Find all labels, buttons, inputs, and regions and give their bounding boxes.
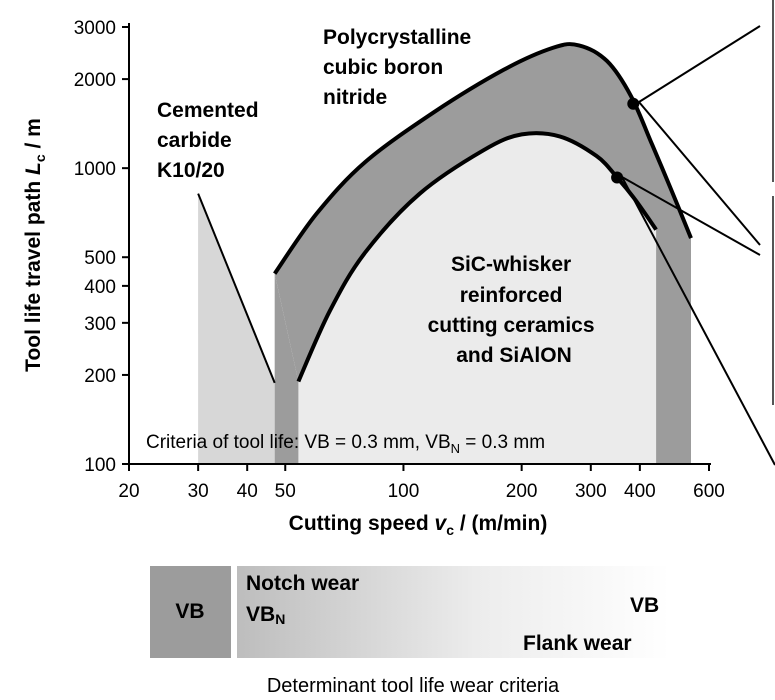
vb-block bbox=[150, 566, 231, 658]
x-tick-label: 300 bbox=[575, 481, 607, 502]
y-tick-label: 1000 bbox=[74, 159, 116, 180]
cemented-carbide-region bbox=[198, 193, 275, 464]
leader-lines bbox=[621, 25, 775, 466]
y-tick-label: 3000 bbox=[74, 18, 116, 39]
wear-criteria-caption: Determinant tool life wear criteria bbox=[267, 675, 560, 697]
y-axis-title: Tool life travel path Lc / m bbox=[22, 118, 48, 372]
y-tick-label: 2000 bbox=[74, 70, 116, 91]
criteria-annotation: Criteria of tool life: VB = 0.3 mm, VBN … bbox=[146, 432, 545, 456]
leader-line-2 bbox=[638, 101, 761, 246]
pcbn-upper-curve bbox=[273, 42, 693, 275]
x-tick-label: 50 bbox=[275, 481, 296, 502]
tick-layer: 20 30 40 50 100 200 300 400 600 100 200 300 400 500 10… bbox=[74, 18, 725, 502]
wear-criteria-bar: VB Notch wear VBN VB Flank wear Determin… bbox=[150, 566, 670, 697]
y-tick-label: 100 bbox=[84, 455, 116, 476]
ceramics-region bbox=[298, 134, 657, 464]
axes bbox=[128, 23, 711, 465]
leader-line-3 bbox=[621, 176, 761, 256]
marker-point-2 bbox=[611, 171, 624, 184]
leader-line-1 bbox=[638, 25, 761, 103]
x-tick-label: 20 bbox=[118, 481, 139, 502]
wear-gradient-block bbox=[237, 566, 670, 658]
y-tick-label: 300 bbox=[84, 314, 116, 335]
x-tick-label: 40 bbox=[237, 481, 258, 502]
y-tick-label: 400 bbox=[84, 277, 116, 298]
x-tick-label: 200 bbox=[506, 481, 538, 502]
x-tick-label: 30 bbox=[188, 481, 209, 502]
x-axis-title: Cutting speed vc / (m/min) bbox=[289, 512, 548, 538]
y-tick-label: 200 bbox=[84, 366, 116, 387]
pcbn-label: Polycrystalline cubic boron nitride bbox=[323, 26, 477, 109]
region-layer bbox=[197, 0, 775, 466]
leader-line-4 bbox=[621, 176, 775, 466]
x-tick-label: 600 bbox=[693, 481, 725, 502]
pcbn-left-band bbox=[274, 273, 299, 464]
pcbn-region bbox=[274, 45, 691, 382]
ceramics-label: SiC-whisker reinforced cutting ceramics … bbox=[428, 253, 601, 367]
vb-left-label: VB bbox=[175, 600, 204, 623]
carbide-boundary-line bbox=[197, 193, 276, 384]
y-tick-label: 500 bbox=[84, 248, 116, 269]
x-tick-label: 400 bbox=[624, 481, 656, 502]
notch-wear-label: VBN bbox=[246, 603, 285, 627]
flank-wear-label: Flank wear bbox=[523, 632, 632, 655]
carbide-label: Cemented carbide K10/20 bbox=[157, 99, 264, 182]
x-tick-label: 100 bbox=[388, 481, 420, 502]
notch-wear-title: Notch wear bbox=[246, 572, 359, 595]
marker-point-1 bbox=[627, 97, 640, 110]
vb-right-label: VB bbox=[630, 594, 659, 617]
